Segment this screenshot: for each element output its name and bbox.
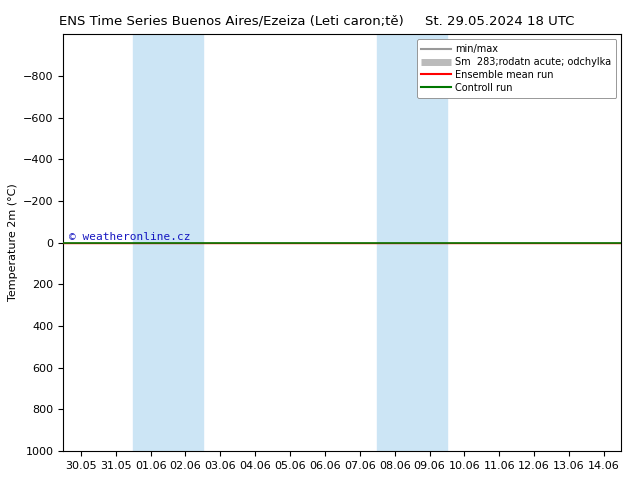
- Text: © weatheronline.cz: © weatheronline.cz: [69, 232, 190, 243]
- Legend: min/max, Sm  283;rodatn acute; odchylka, Ensemble mean run, Controll run: min/max, Sm 283;rodatn acute; odchylka, …: [417, 39, 616, 98]
- Text: ENS Time Series Buenos Aires/Ezeiza (Leti caron;tě)     St. 29.05.2024 18 UTC: ENS Time Series Buenos Aires/Ezeiza (Let…: [60, 15, 574, 28]
- Y-axis label: Temperature 2m (°C): Temperature 2m (°C): [8, 184, 18, 301]
- Bar: [377, 34, 447, 451]
- Bar: [133, 34, 203, 451]
